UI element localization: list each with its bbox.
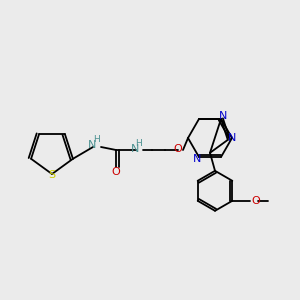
Text: O: O [174,145,182,154]
Text: N: N [131,144,139,154]
Text: N: N [193,154,201,164]
Text: N: N [219,111,227,121]
Text: H: H [135,139,141,148]
Text: N: N [88,140,96,150]
Text: N: N [228,133,236,143]
Text: O: O [251,196,260,206]
Text: O: O [112,167,120,177]
Text: H: H [93,136,99,145]
Text: S: S [48,170,56,180]
